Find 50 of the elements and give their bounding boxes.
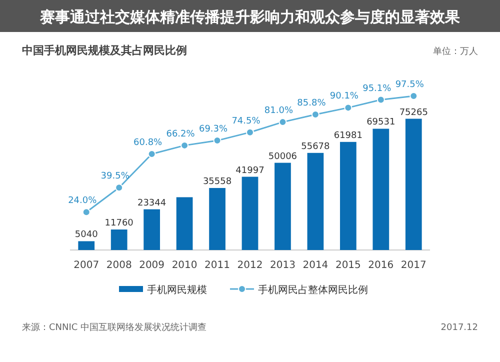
x-tick-label: 2010 — [172, 260, 198, 271]
legend-label: 手机网民占整体网民比例 — [258, 284, 368, 296]
bar — [274, 162, 291, 250]
x-tick-label: 2015 — [335, 260, 361, 271]
x-tick-label: 2013 — [270, 260, 296, 271]
chart-title: 赛事通过社交媒体精准传播提升影响力和观众参与度的显著效果 — [39, 8, 461, 26]
bar — [144, 209, 160, 250]
data-label: 41997 — [236, 166, 264, 176]
data-label: 69.3% — [198, 124, 228, 135]
data-label: 5040 — [74, 230, 98, 240]
text: 2017.12 — [440, 323, 478, 333]
x-tick-label: 2009 — [139, 260, 165, 271]
data-label: 74.5% — [232, 116, 261, 126]
data-label: 55678 — [301, 142, 330, 152]
bar — [340, 142, 356, 250]
x-tick-label: 2007 — [74, 260, 100, 271]
bar — [307, 152, 324, 250]
x-tick-label: 2008 — [106, 260, 132, 271]
data-label: 95.1% — [362, 84, 392, 94]
data-label: 75265 — [399, 108, 428, 118]
legend-label: 手机网民规模 — [147, 284, 207, 296]
data-label: 11760 — [104, 218, 134, 228]
bar — [176, 197, 193, 250]
data-label: 61981 — [334, 130, 362, 141]
data-label: 69531 — [366, 118, 396, 128]
data-label: 50006 — [268, 152, 298, 162]
data-label: 90.1% — [330, 92, 359, 102]
bar — [110, 229, 128, 250]
data-label: 60.8% — [134, 138, 163, 148]
text: 单位：万人 — [433, 46, 478, 57]
data-label: 66.2% — [166, 129, 196, 140]
bar — [242, 176, 258, 250]
bar — [405, 118, 422, 250]
source-note: 来源：CNNIC 中国互联网络发展状况统计调查 — [22, 322, 207, 333]
data-label: 39.5% — [100, 172, 130, 182]
x-tick-label: 2011 — [204, 260, 230, 271]
data-label: 85.8% — [297, 98, 326, 108]
chart-subtitle: 中国手机网民规模及其占网民比例 — [22, 44, 187, 57]
data-label: 24.0% — [68, 196, 98, 206]
data-label: 23344 — [138, 198, 166, 208]
x-tick-label: 2012 — [237, 260, 263, 271]
bar — [209, 188, 226, 250]
data-label: 97.5% — [395, 80, 424, 90]
x-tick-label: 2014 — [302, 260, 328, 271]
data-label: 35558 — [202, 176, 232, 187]
x-tick-label: 2017 — [400, 260, 426, 271]
x-tick-label: 2016 — [368, 260, 394, 271]
data-label: 81.0% — [264, 106, 294, 116]
bar — [372, 128, 390, 250]
bar — [78, 241, 95, 250]
